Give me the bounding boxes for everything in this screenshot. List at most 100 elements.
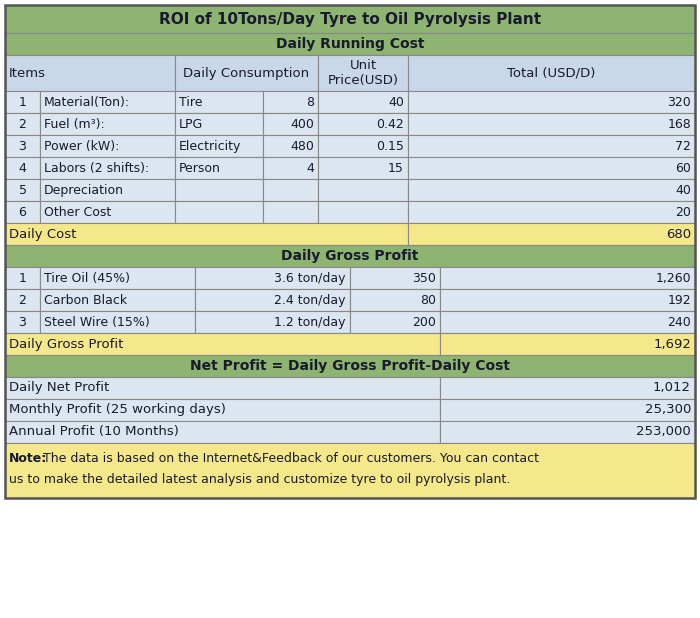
Bar — [5, 135, 40, 157]
Bar — [263, 157, 318, 179]
Bar — [175, 157, 263, 179]
Bar — [5, 55, 175, 91]
Text: 0.15: 0.15 — [376, 140, 404, 153]
Bar — [5, 289, 40, 311]
Text: 1,260: 1,260 — [655, 271, 691, 284]
Bar — [263, 201, 318, 223]
Text: 2: 2 — [19, 294, 27, 307]
Text: Daily Cost: Daily Cost — [9, 227, 76, 240]
Bar — [175, 135, 263, 157]
Bar — [440, 399, 695, 421]
Text: ROI of 10Tons/Day Tyre to Oil Pyrolysis Plant: ROI of 10Tons/Day Tyre to Oil Pyrolysis … — [159, 12, 541, 27]
Bar — [5, 355, 695, 377]
Text: Fuel (m³):: Fuel (m³): — [44, 117, 105, 130]
Bar — [408, 91, 695, 113]
Bar — [440, 377, 695, 399]
Bar — [5, 5, 695, 33]
Text: 192: 192 — [667, 294, 691, 307]
Text: 40: 40 — [675, 184, 691, 197]
Bar — [5, 91, 40, 113]
Bar — [175, 179, 263, 201]
Text: 2.4 ton/day: 2.4 ton/day — [274, 294, 346, 307]
Text: 253,000: 253,000 — [636, 426, 691, 439]
Bar — [318, 55, 408, 91]
Text: 2: 2 — [19, 117, 27, 130]
Text: Tire Oil (45%): Tire Oil (45%) — [44, 271, 130, 284]
Bar — [263, 113, 318, 135]
Bar — [263, 179, 318, 201]
Text: 1.2 ton/day: 1.2 ton/day — [274, 316, 346, 329]
Bar — [40, 157, 175, 179]
Text: Carbon Black: Carbon Black — [44, 294, 127, 307]
Bar — [318, 179, 408, 201]
Text: 1,692: 1,692 — [653, 337, 691, 350]
Bar — [40, 91, 175, 113]
Bar — [40, 179, 175, 201]
Text: Net Profit = Daily Gross Profit-Daily Cost: Net Profit = Daily Gross Profit-Daily Co… — [190, 359, 510, 373]
Text: 3: 3 — [19, 316, 27, 329]
Text: 4: 4 — [19, 161, 27, 174]
Bar — [40, 267, 195, 289]
Text: 4: 4 — [306, 161, 314, 174]
Bar — [5, 311, 40, 333]
Bar — [175, 55, 318, 91]
Bar — [5, 245, 695, 267]
Bar — [408, 55, 695, 91]
Bar — [195, 267, 350, 289]
Bar — [440, 421, 695, 443]
Text: 25,300: 25,300 — [645, 404, 691, 417]
Text: The data is based on the Internet&Feedback of our customers. You can contact: The data is based on the Internet&Feedba… — [39, 452, 539, 465]
Bar — [350, 267, 440, 289]
Bar — [40, 113, 175, 135]
Bar — [263, 91, 318, 113]
Bar — [5, 333, 440, 355]
Bar — [408, 157, 695, 179]
Text: Daily Gross Profit: Daily Gross Profit — [9, 337, 123, 350]
Text: 350: 350 — [412, 271, 436, 284]
Text: 200: 200 — [412, 316, 436, 329]
Text: 6: 6 — [19, 206, 27, 219]
Bar — [175, 91, 263, 113]
Text: Other Cost: Other Cost — [44, 206, 111, 219]
Text: Material(Ton):: Material(Ton): — [44, 96, 130, 109]
Bar — [318, 91, 408, 113]
Bar — [195, 311, 350, 333]
Text: Daily Consumption: Daily Consumption — [183, 67, 309, 80]
Bar — [195, 289, 350, 311]
Bar — [40, 289, 195, 311]
Text: Tire: Tire — [179, 96, 202, 109]
Text: Labors (2 shifts):: Labors (2 shifts): — [44, 161, 149, 174]
Bar — [440, 311, 695, 333]
Bar — [440, 267, 695, 289]
Bar — [408, 113, 695, 135]
Text: 0.42: 0.42 — [377, 117, 404, 130]
Bar — [408, 135, 695, 157]
Bar — [5, 223, 408, 245]
Bar — [318, 113, 408, 135]
Text: Total (USD/D): Total (USD/D) — [508, 67, 596, 80]
Bar — [5, 443, 695, 498]
Bar — [40, 201, 175, 223]
Text: 72: 72 — [675, 140, 691, 153]
Bar — [175, 113, 263, 135]
Bar — [350, 311, 440, 333]
Text: 60: 60 — [675, 161, 691, 174]
Text: Daily Net Profit: Daily Net Profit — [9, 381, 109, 394]
Text: 1,012: 1,012 — [653, 381, 691, 394]
Bar — [5, 5, 695, 498]
Bar — [175, 201, 263, 223]
Text: Power (kW):: Power (kW): — [44, 140, 120, 153]
Text: 1: 1 — [19, 271, 27, 284]
Bar — [5, 399, 440, 421]
Text: Monthly Profit (25 working days): Monthly Profit (25 working days) — [9, 404, 226, 417]
Text: Items: Items — [9, 67, 46, 80]
Text: Depreciation: Depreciation — [44, 184, 124, 197]
Text: 20: 20 — [675, 206, 691, 219]
Bar — [408, 179, 695, 201]
Text: Note:: Note: — [9, 452, 48, 465]
Text: 1: 1 — [19, 96, 27, 109]
Text: Unit
Price(USD): Unit Price(USD) — [328, 59, 398, 87]
Bar — [408, 223, 695, 245]
Bar — [5, 201, 40, 223]
Bar — [318, 201, 408, 223]
